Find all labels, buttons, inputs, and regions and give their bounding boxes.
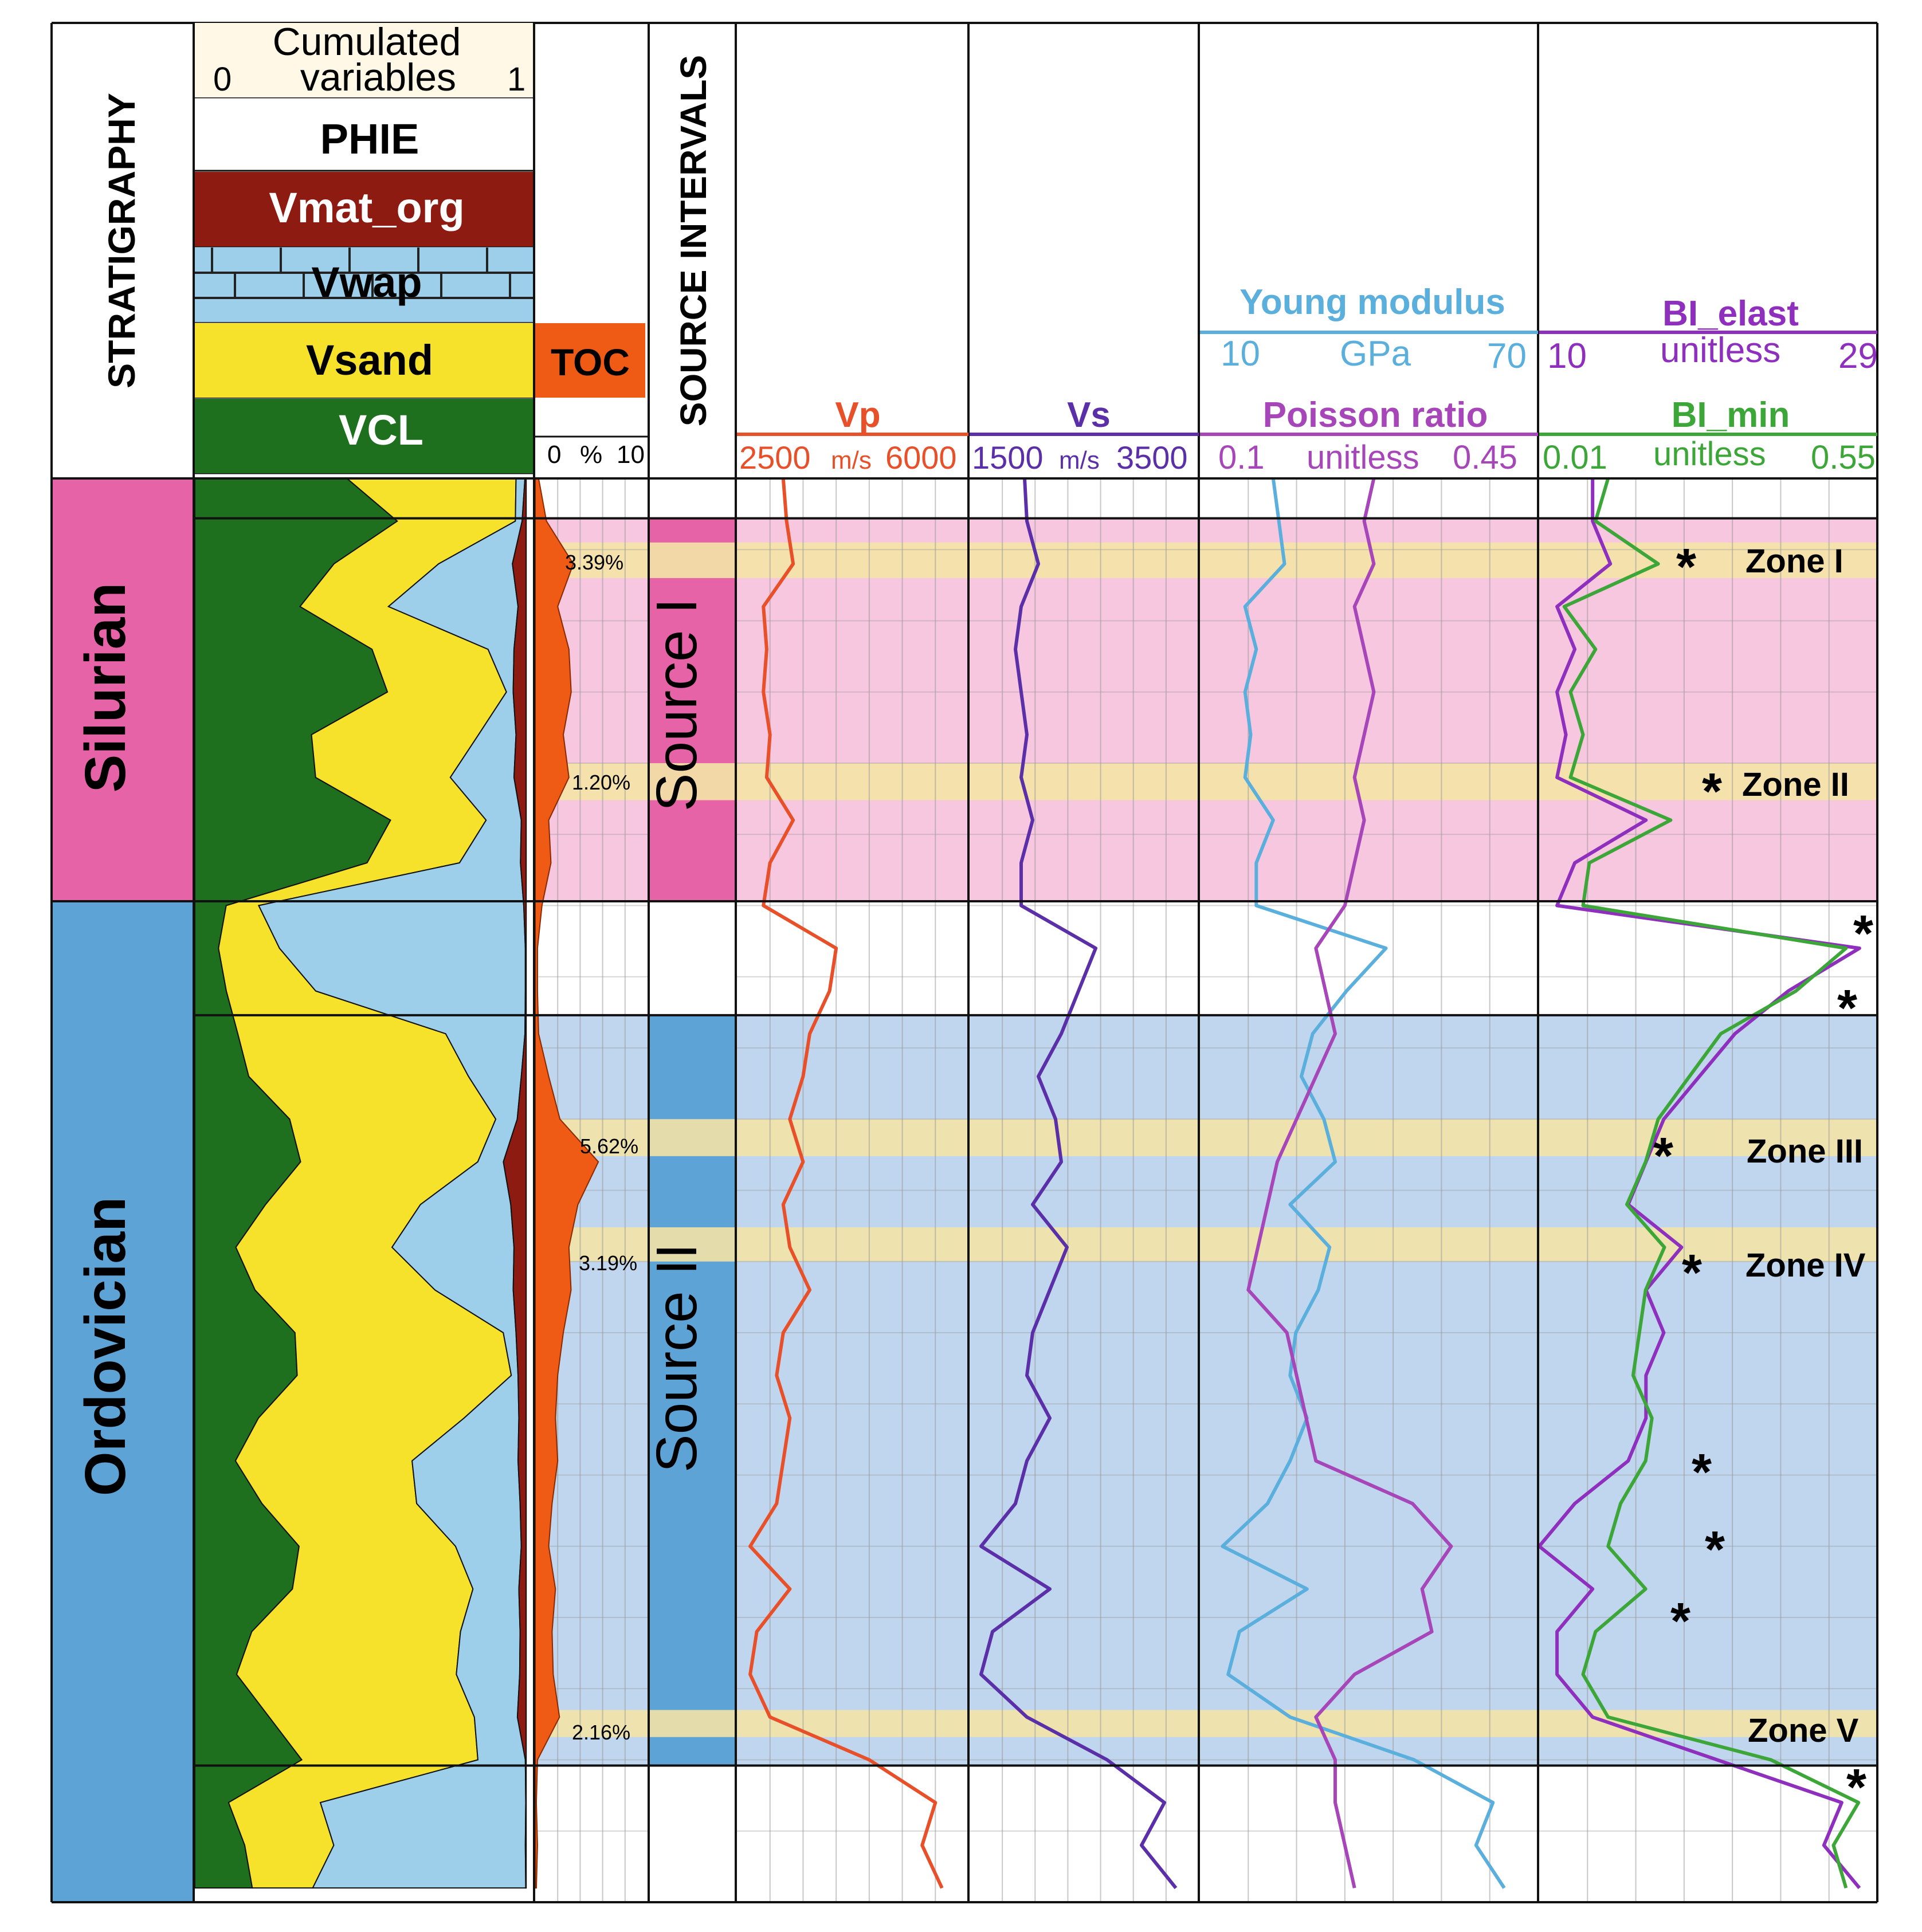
vcl-label: VCL <box>339 406 423 454</box>
young-scale-max: 70 <box>1487 336 1527 376</box>
vwap-brick-pattern <box>195 248 533 299</box>
source-i-bar <box>650 518 735 902</box>
zone-1-label: Zone I <box>1746 543 1843 580</box>
asterisk-marker: * <box>1705 1521 1725 1578</box>
source-i-label: Source I <box>645 598 709 811</box>
toc-scale-unit: % <box>580 441 602 469</box>
cumulated-max: 1 <box>507 61 525 98</box>
bi-min-title: BI_min <box>1672 395 1790 435</box>
vmat-org-fill <box>503 478 527 1889</box>
toc-swatch <box>535 323 645 398</box>
toc-label-zone-4: 3.19% <box>579 1251 637 1275</box>
poisson-title: Poisson ratio <box>1263 395 1488 435</box>
zone-3-label: Zone III <box>1747 1133 1863 1170</box>
vs-scale-max: 3500 <box>1116 439 1188 476</box>
asterisk-marker: * <box>1682 1244 1702 1302</box>
toc-label-zone-5: 2.16% <box>572 1721 630 1744</box>
vcl-swatch <box>195 399 533 473</box>
cumulated-subtitle: variables <box>300 56 456 99</box>
vp-scale-min: 2500 <box>739 439 811 476</box>
vsand-label: Vsand <box>306 336 433 384</box>
asterisk-marker: * <box>1676 539 1696 596</box>
bi-min-scale-min: 0.01 <box>1543 439 1607 476</box>
poisson-scale-min: 0.1 <box>1218 439 1265 476</box>
header: STRATIGRAPHY Cumulated variables 0 1 PHI… <box>100 20 1878 476</box>
asterisk-marker: * <box>1846 1759 1866 1816</box>
bi-elast-scale-unit: unitless <box>1660 331 1780 370</box>
source-intervals-title: SOURCE INTERVALS <box>673 55 714 426</box>
asterisk-marker: * <box>1853 905 1873 963</box>
cumulated-min: 0 <box>213 61 232 98</box>
toc-scale-max: 10 <box>617 441 645 469</box>
poisson-scale-max: 0.45 <box>1453 439 1517 476</box>
vsand-swatch <box>195 323 533 398</box>
ordovician-label: Ordovician <box>73 1197 138 1496</box>
vmat-org-swatch <box>195 172 533 246</box>
toc-label-zone-3: 5.62% <box>580 1134 638 1158</box>
bi-min-scale-max: 0.55 <box>1811 439 1876 476</box>
vwap-label: Vwap <box>311 258 422 306</box>
asterisk-marker: * <box>1702 763 1722 820</box>
curve-bi-min <box>1562 478 1861 1889</box>
vs-scale-min: 1500 <box>972 439 1044 476</box>
toc-label-zone-2: 1.20% <box>572 771 630 794</box>
zone-band-2 <box>535 763 1877 800</box>
asterisk-markers: * * * * * * * * * * <box>1653 539 1873 1816</box>
young-scale-unit: GPa <box>1340 334 1411 374</box>
vp-title: Vp <box>835 395 880 435</box>
phie-label: PHIE <box>320 115 419 163</box>
stratigraphy-title: STRATIGRAPHY <box>100 93 143 388</box>
asterisk-marker: * <box>1692 1444 1712 1501</box>
asterisk-marker: * <box>1653 1128 1673 1185</box>
source-i-band <box>535 518 1877 902</box>
vs-scale-unit: m/s <box>1059 446 1100 474</box>
cumulated-title: Cumulated <box>273 20 461 64</box>
zone-5-label: Zone V <box>1748 1712 1859 1749</box>
curve-poisson-ratio <box>1246 478 1453 1888</box>
asterisk-marker: * <box>1837 980 1857 1037</box>
toc-label: TOC <box>551 341 630 383</box>
toc-scale-min: 0 <box>547 441 561 469</box>
zone-4-label: Zone IV <box>1746 1247 1866 1284</box>
vp-scale-max: 6000 <box>885 439 957 476</box>
young-title: Young modulus <box>1240 282 1505 322</box>
silurian-bar <box>52 478 194 902</box>
cumulated-header-box <box>195 23 533 97</box>
curve-young-modulus <box>1221 478 1506 1889</box>
log-curves <box>748 478 1861 1890</box>
asterisk-marker: * <box>1670 1593 1690 1650</box>
zone-band-5 <box>535 1710 1877 1737</box>
poisson-scale-unit: unitless <box>1307 439 1419 476</box>
silurian-label: Silurian <box>73 583 138 793</box>
vp-scale-unit: m/s <box>831 446 872 474</box>
toc-fill <box>535 478 599 1889</box>
bi-elast-scale-max: 29 <box>1838 336 1878 376</box>
vwap-swatch <box>195 248 533 322</box>
source-ii-label: Source II <box>645 1243 709 1472</box>
curve-vp <box>748 478 944 1889</box>
bi-elast-title: BI_elast <box>1662 294 1799 333</box>
bi-elast-scale-min: 10 <box>1547 336 1587 376</box>
young-scale-min: 10 <box>1221 334 1260 374</box>
toc-label-zone-1: 3.39% <box>565 551 623 574</box>
bi-min-scale-unit: unitless <box>1653 435 1766 473</box>
vs-title: Vs <box>1067 395 1111 435</box>
lithology-fills <box>194 478 599 1902</box>
track-gridlines <box>535 478 1877 1902</box>
curve-vs <box>979 478 1178 1890</box>
zone-2-label: Zone II <box>1742 766 1849 803</box>
vmat-org-label: Vmat_org <box>269 184 464 231</box>
ordovician-bar <box>52 901 194 1902</box>
